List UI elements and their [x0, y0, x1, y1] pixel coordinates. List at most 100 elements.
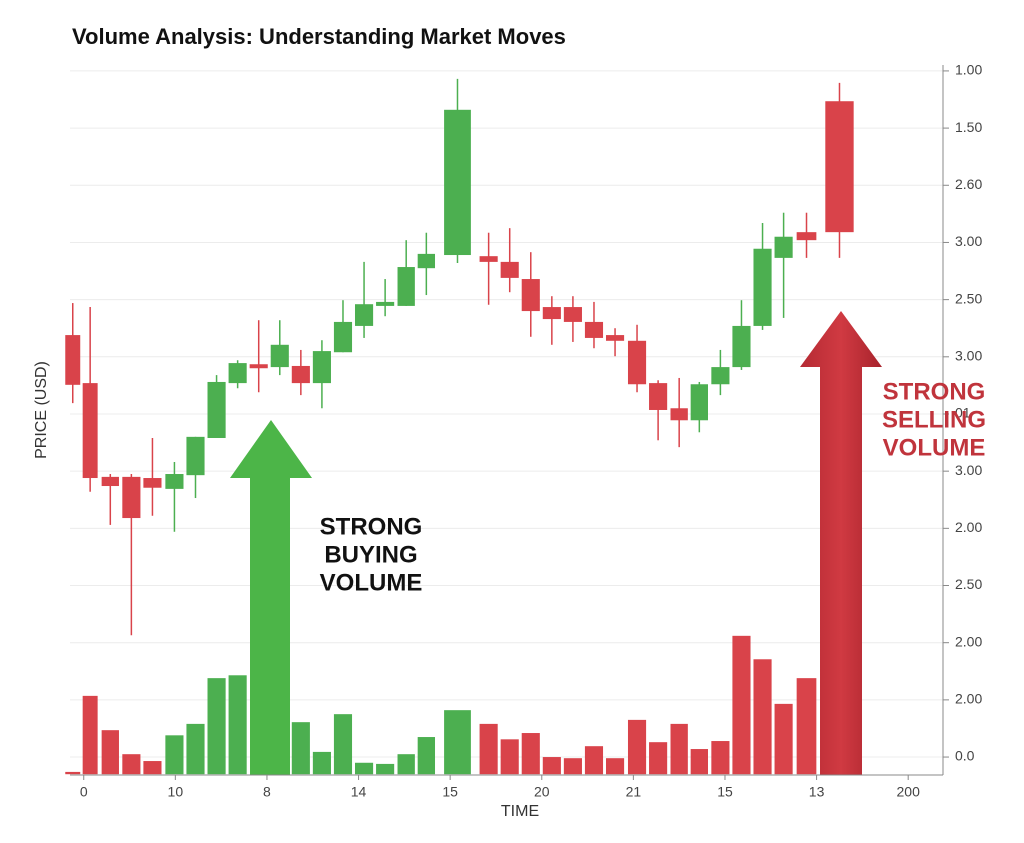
y-tick-label: 3.00 — [955, 233, 982, 249]
y-tick-label: 2.00 — [955, 633, 982, 649]
volume-bar — [774, 703, 793, 775]
volume-bar — [563, 758, 582, 775]
y-tick-label: 0.0 — [955, 748, 975, 764]
volume-bar — [711, 741, 730, 775]
x-tick-label: 15 — [717, 784, 733, 800]
candle-body — [228, 363, 247, 384]
y-tick-label: 2.00 — [955, 519, 982, 535]
volume-bar — [376, 763, 395, 775]
annotation: SELLING — [882, 406, 986, 433]
candle-body — [312, 351, 331, 384]
volume-bar — [670, 723, 688, 775]
annotation: STRONG — [320, 513, 423, 540]
volume-bar — [690, 749, 708, 775]
candle-body — [291, 365, 310, 384]
y-tick-label: 1.00 — [955, 62, 982, 78]
y-tick-label: 01 — [955, 405, 971, 421]
x-tick-label: 14 — [351, 784, 367, 800]
candle-body — [444, 109, 471, 256]
candle-body — [101, 476, 119, 487]
x-tick-label: 13 — [809, 784, 825, 800]
volume-bar — [732, 635, 751, 775]
candle-body — [354, 304, 374, 326]
annotation: VOLUME — [320, 569, 423, 596]
sell-arrow — [800, 311, 882, 775]
x-tick-label: 15 — [442, 784, 458, 800]
volume-bar — [796, 678, 817, 775]
candle-body — [584, 321, 604, 338]
volume-bar — [627, 719, 647, 775]
volume-bar — [444, 710, 471, 775]
x-tick-label: 10 — [168, 784, 184, 800]
volume-bar — [333, 714, 353, 775]
candle-body — [711, 367, 730, 385]
candle-body — [563, 307, 582, 322]
candle-body — [397, 267, 415, 306]
y-tick-label: 2.00 — [955, 691, 982, 707]
candle-body — [376, 301, 395, 306]
volume-bar — [521, 733, 540, 775]
candle-body — [690, 384, 708, 421]
y-tick-label: 2.50 — [955, 290, 982, 306]
grid — [70, 70, 943, 758]
candle-body — [605, 335, 625, 341]
candle-body — [417, 253, 436, 269]
x-tick-label: 0 — [80, 784, 88, 800]
x-axis-label: TIME — [501, 803, 539, 820]
candle-body — [186, 436, 205, 476]
candle-body — [774, 236, 793, 258]
volume-bar — [312, 751, 331, 775]
x-tick-label: 8 — [263, 784, 271, 800]
candle-body — [270, 344, 289, 368]
candle-body — [670, 408, 688, 421]
annotation: BUYING — [324, 541, 417, 568]
volume-bar — [753, 659, 772, 775]
volume-bar — [82, 695, 98, 775]
candle-body — [542, 307, 561, 320]
candle-body — [825, 101, 854, 233]
chart-title: Volume Analysis: Understanding Market Mo… — [72, 24, 566, 49]
volume-bar — [500, 739, 519, 775]
y-tick-label: 3.00 — [955, 462, 982, 478]
volume-bar — [354, 762, 374, 775]
volume-bar — [207, 678, 226, 775]
x-tick-label: 200 — [897, 784, 921, 800]
arrows — [230, 311, 882, 775]
volume-bar — [649, 742, 668, 775]
axes: 1.00 1.50 2.60 3.00 2.50 3.00 01 3.00 2.00 2.50 2.… — [70, 62, 982, 800]
candles — [65, 78, 854, 636]
candle-body — [521, 279, 540, 312]
volume-bar — [291, 722, 310, 775]
candle-body — [627, 340, 647, 385]
y-tick-label: 2.50 — [955, 576, 982, 592]
volume-bar — [186, 723, 205, 775]
volume-bar — [143, 761, 162, 775]
candle-body — [207, 381, 226, 438]
candle-body — [333, 321, 353, 353]
x-tick-label: 20 — [534, 784, 550, 800]
volume-bar — [65, 771, 81, 775]
candle-body — [732, 325, 751, 368]
volume-bar — [397, 754, 415, 775]
candle-body — [82, 383, 98, 479]
x-tick-label: 21 — [626, 784, 642, 800]
buy-arrow — [230, 420, 312, 775]
volume-bar — [101, 730, 119, 775]
y-axis-label: PRICE (USD) — [33, 361, 50, 459]
volume-bar — [417, 737, 436, 775]
volume-bar — [605, 758, 625, 775]
volume-bar — [228, 675, 247, 775]
candle-body — [649, 383, 668, 410]
candle-body — [143, 478, 162, 488]
candle-body — [65, 335, 81, 385]
y-tick-label: 2.60 — [955, 176, 982, 192]
candle-body — [165, 474, 184, 489]
volume-bar — [479, 723, 498, 775]
y-tick-label: 1.50 — [955, 119, 982, 135]
annotation: VOLUME — [883, 434, 986, 461]
annotation: STRONG — [883, 378, 986, 405]
candle-body — [753, 248, 772, 326]
